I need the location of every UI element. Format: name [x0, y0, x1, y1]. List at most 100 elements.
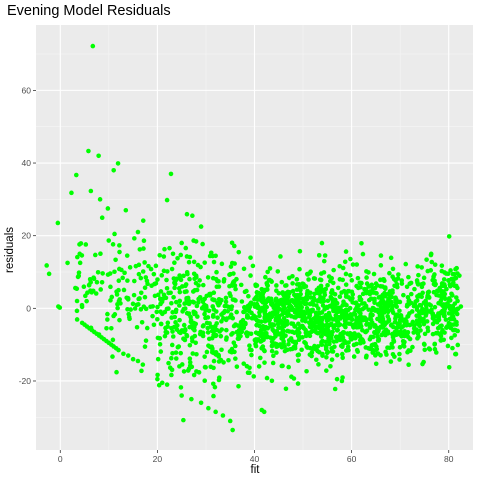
data-point: [414, 305, 420, 310]
data-point: [238, 333, 243, 339]
data-point: [206, 336, 212, 342]
data-point: [406, 298, 412, 304]
data-point: [261, 298, 266, 304]
data-point: [191, 259, 197, 265]
data-point: [410, 319, 416, 325]
data-point: [198, 224, 204, 229]
data-point: [255, 297, 260, 302]
data-point: [453, 351, 458, 357]
data-point: [194, 351, 199, 357]
data-point: [235, 323, 241, 328]
data-point: [439, 294, 445, 300]
data-point: [286, 364, 291, 370]
data-point: [270, 301, 275, 306]
data-point: [369, 313, 375, 318]
data-point: [181, 369, 187, 374]
data-point: [324, 350, 330, 356]
data-point: [302, 339, 307, 345]
data-point: [215, 315, 220, 320]
data-point: [158, 321, 164, 327]
data-point: [432, 272, 437, 277]
data-point: [302, 296, 308, 302]
data-point: [265, 283, 270, 288]
data-point: [132, 278, 137, 284]
data-point: [140, 269, 146, 274]
data-point: [205, 330, 211, 335]
data-point: [284, 319, 290, 324]
data-point: [99, 215, 105, 221]
data-point: [410, 344, 415, 350]
data-point: [219, 347, 224, 353]
data-point: [202, 364, 208, 370]
data-point: [426, 346, 432, 351]
data-point: [354, 262, 360, 267]
data-point: [276, 302, 282, 307]
data-point: [343, 249, 349, 254]
data-point: [148, 304, 153, 310]
data-point: [209, 328, 215, 334]
data-point: [164, 277, 169, 283]
data-point: [339, 312, 345, 318]
data-point: [443, 317, 449, 322]
data-point: [372, 285, 378, 291]
data-point: [111, 167, 116, 173]
data-point: [162, 333, 168, 339]
data-point: [307, 324, 313, 330]
data-point: [223, 317, 229, 323]
data-point: [316, 306, 321, 311]
data-point: [270, 360, 276, 366]
data-point: [259, 319, 264, 324]
data-point: [179, 362, 185, 367]
data-point: [173, 320, 178, 325]
data-point: [198, 400, 204, 406]
data-point: [181, 336, 186, 342]
data-point: [437, 324, 443, 329]
data-point: [390, 351, 396, 357]
data-point: [318, 325, 324, 330]
data-point: [224, 335, 229, 340]
data-point: [290, 281, 295, 286]
data-point: [257, 355, 263, 361]
data-point: [157, 252, 163, 258]
data-point: [131, 292, 137, 298]
data-point: [292, 310, 298, 315]
data-point: [395, 276, 401, 281]
data-point: [407, 336, 413, 342]
y-tick-label: 60: [22, 85, 32, 95]
data-point: [426, 293, 431, 299]
data-point: [419, 284, 425, 290]
data-point: [229, 304, 235, 309]
data-point: [167, 365, 173, 371]
data-point: [115, 161, 121, 166]
data-point: [389, 306, 395, 311]
data-point: [267, 266, 273, 271]
data-point: [88, 188, 94, 194]
data-point: [202, 311, 207, 317]
data-point: [455, 271, 460, 276]
data-point: [161, 268, 167, 274]
data-point: [377, 294, 383, 300]
data-point: [244, 288, 249, 294]
data-point: [442, 330, 447, 335]
data-point: [155, 317, 160, 322]
data-point: [142, 294, 148, 300]
data-point: [350, 262, 356, 267]
data-point: [329, 288, 335, 293]
data-point: [357, 280, 363, 286]
data-point: [445, 343, 451, 349]
data-point: [441, 307, 447, 312]
data-point: [364, 275, 369, 280]
data-point: [211, 393, 216, 399]
data-point: [332, 386, 338, 392]
data-point: [181, 417, 186, 423]
data-point: [387, 270, 392, 276]
data-point: [151, 322, 157, 328]
data-point: [110, 242, 116, 247]
data-point: [117, 297, 123, 302]
data-point: [260, 344, 266, 349]
data-point: [274, 350, 279, 355]
data-point: [248, 255, 253, 260]
data-point: [105, 311, 110, 317]
data-point: [351, 310, 357, 316]
